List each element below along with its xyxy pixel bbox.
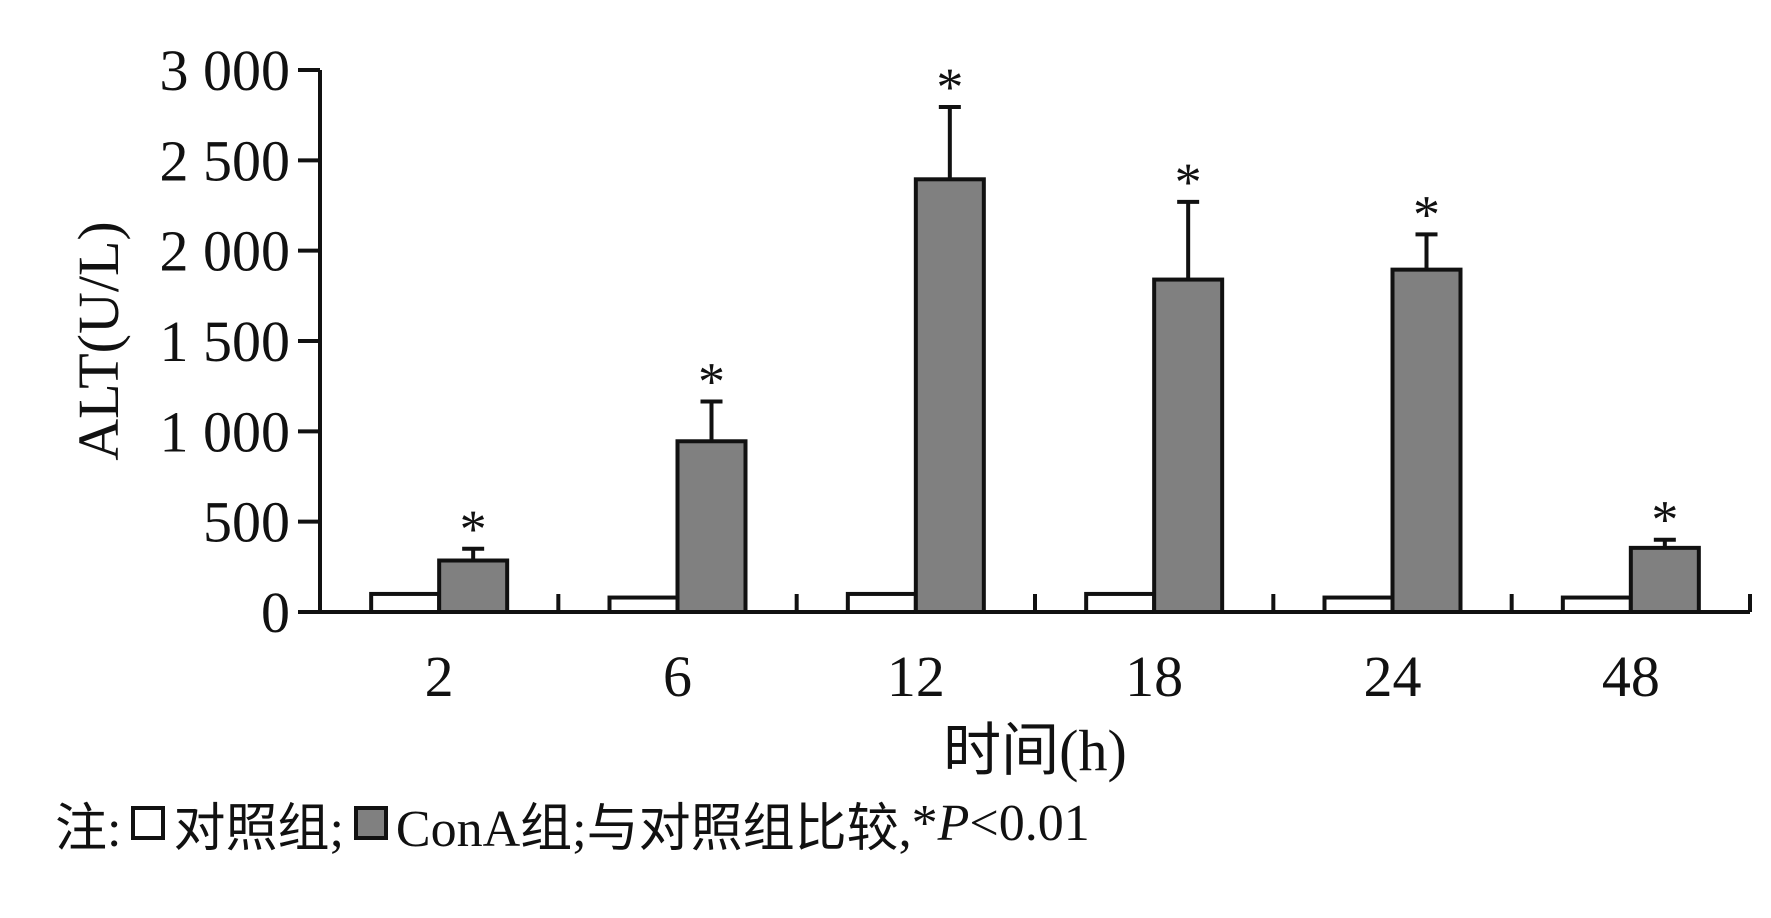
- footnote: 注: 对照组; ConA组; 与对照组比较, * P <0.01: [55, 788, 1090, 858]
- cona-swatch: [353, 806, 388, 840]
- bar-control: [369, 591, 442, 615]
- bar-cona: [1152, 277, 1225, 614]
- bar-cona: [913, 177, 986, 614]
- control-swatch: [131, 806, 166, 840]
- significance-marker: *: [936, 57, 963, 117]
- y-tick-label: 3 000: [160, 38, 291, 103]
- significance-marker: *: [698, 352, 725, 412]
- note-prefix: 注:: [55, 800, 122, 858]
- bars-layer: [369, 105, 1701, 615]
- note-control-label: 对照组;: [173, 800, 344, 858]
- x-tick-label: 48: [1602, 644, 1660, 709]
- labels-layer: 0 500 1 000 1 500 2 000 2 500 3 000 * 2 * 6 * 12 * 18 *…: [66, 38, 1678, 783]
- bar-control: [1560, 595, 1633, 615]
- note-threshold: <0.01: [969, 794, 1090, 852]
- y-tick-label: 2 000: [160, 219, 291, 284]
- bar-control: [1322, 595, 1395, 615]
- bar-control: [845, 591, 918, 615]
- note-comparison: 与对照组比较,: [586, 800, 912, 858]
- x-tick-label: 12: [887, 644, 945, 709]
- y-tick-label: 0: [261, 580, 290, 645]
- x-tick-label: 24: [1364, 644, 1422, 709]
- y-tick-label: 1 000: [160, 399, 291, 464]
- significance-marker: *: [1413, 184, 1440, 244]
- x-tick-label: 6: [663, 644, 692, 709]
- y-axis-title: ALT(U/L): [66, 221, 131, 460]
- x-tick-label: 2: [425, 644, 454, 709]
- significance-marker: *: [1651, 490, 1678, 550]
- significance-marker: *: [1175, 152, 1202, 212]
- x-tick-label: 18: [1125, 644, 1183, 709]
- y-tick-label: 500: [203, 490, 290, 555]
- y-tick-label: 2 500: [160, 128, 291, 193]
- note-star: *: [911, 794, 938, 852]
- bar-control: [607, 595, 680, 615]
- axes-layer: [298, 68, 1752, 614]
- bar-cona: [437, 558, 510, 615]
- bar-cona: [1628, 545, 1701, 615]
- bar-cona: [1390, 267, 1463, 614]
- significance-marker: *: [460, 499, 487, 559]
- x-axis-title: 时间(h): [943, 718, 1127, 783]
- note-p: P: [937, 794, 970, 852]
- note-cona-label: ConA组;: [395, 800, 587, 858]
- bar-cona: [675, 439, 748, 614]
- bar-control: [1084, 591, 1157, 615]
- y-tick-label: 1 500: [160, 309, 291, 374]
